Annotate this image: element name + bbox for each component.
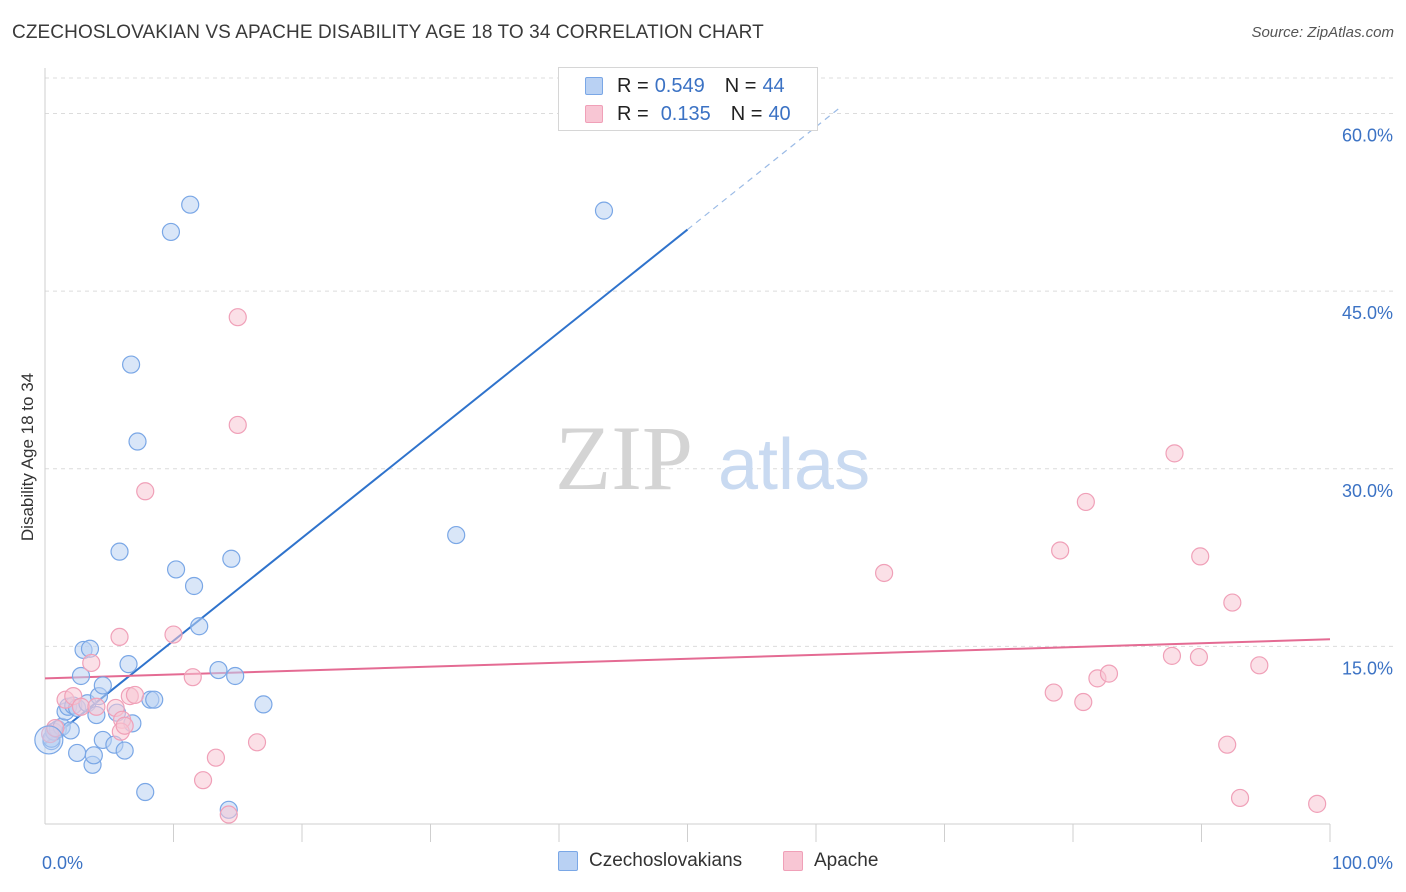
point-czechoslovakians [121,355,141,374]
point-czechoslovakians [226,666,245,686]
point-cluster-czechoslovakians [34,725,64,755]
point-apache [1189,647,1209,667]
point-czechoslovakians [93,676,112,695]
bottom-legend-label-czechoslovakians: Czechoslovakians [589,850,743,871]
point-apache [1044,683,1063,702]
point-czechoslovakians [71,666,91,686]
bottom-legend-swatch-czechoslovakians [558,851,578,871]
point-apache [164,625,183,644]
point-czechoslovakians [119,655,138,674]
point-czechoslovakians [166,560,186,579]
trend-line-apache [44,638,1331,680]
axis-layer [44,68,1331,842]
trend-layer [44,105,1331,745]
point-apache [183,668,202,687]
point-apache [136,482,155,501]
point-apache [125,685,145,705]
point-czechoslovakians [145,690,164,709]
point-apache [1191,547,1210,566]
point-czechoslovakians [222,549,241,568]
watermark: ZIP atlas [555,407,870,509]
point-apache [87,697,106,716]
legend-r-label: R = [617,102,649,125]
point-apache [875,563,894,583]
y-tick-label: 15.0% [1342,658,1393,678]
y-tick-label: 45.0% [1342,303,1393,323]
point-apache [1165,444,1184,463]
x-tick-label: 0.0% [42,853,83,873]
y-tick-label: 30.0% [1342,481,1393,501]
chart-source: Source: ZipAtlas.com [1251,24,1394,41]
point-apache [1076,492,1095,512]
point-apache [110,627,129,647]
point-apache [71,697,91,716]
point-apache [1223,593,1242,612]
point-apache [247,733,267,752]
point-czechoslovakians [136,782,155,802]
trend-line-czechoslovakians [44,228,689,745]
legend-n-label: N = [724,74,757,97]
bottom-legend-swatch-apache [783,851,803,871]
legend-r-value: 0.135 [660,102,711,125]
point-apache [206,748,226,767]
point-apache [1218,735,1237,754]
legend-n-label: N = [730,102,763,125]
point-czechoslovakians [110,542,129,561]
y-axis-label: Disability Age 18 to 34 [18,372,37,542]
x-tick-label: 100.0% [1332,853,1393,873]
point-czechoslovakians [190,617,209,636]
legend-n-value: 44 [762,74,785,97]
point-czechoslovakians [209,660,228,680]
point-apache [1308,794,1327,813]
bottom-legend-label-apache: Apache [814,850,879,871]
point-apache [193,771,213,790]
point-czechoslovakians [254,695,273,714]
point-apache [1250,656,1269,675]
legend-r-label: R = [617,74,649,97]
legend-swatch-apache [585,105,603,123]
chart-title: CZECHOSLOVAKIAN VS APACHE DISABILITY AGE… [12,22,764,43]
point-apache [228,308,247,327]
point-czechoslovakians [61,721,80,740]
point-czechoslovakians [115,741,134,760]
point-czechoslovakians [181,195,200,214]
legend-r-value: 0.549 [654,74,705,97]
bottom-legend-apache: Apache [783,850,878,872]
point-apache [219,805,238,824]
legend-swatch-czechoslovakians [585,77,603,95]
point-apache [1230,788,1250,808]
legend-n-value: 40 [768,102,791,125]
tick-label-layer: 15.0% 30.0% 45.0% 60.0% 0.0% 100.0% [42,126,1393,873]
point-czechoslovakians [447,525,466,545]
y-tick-label: 60.0% [1342,126,1393,146]
points-layer [34,195,1327,824]
point-apache [1162,646,1182,665]
point-apache [1074,692,1093,712]
watermark-atlas: atlas [718,425,870,505]
bottom-legend-czechoslovakians: Czechoslovakians [558,850,742,872]
correlation-legend: R = 0.549 N = 44 R = 0.135 N = 40 [558,67,818,131]
point-apache [115,716,134,735]
point-czechoslovakians [84,746,103,765]
legend-row-apache: R = 0.135 N = 40 [585,101,791,127]
point-czechoslovakians [161,222,181,242]
point-apache [82,653,101,673]
point-apache [1051,541,1070,560]
point-czechoslovakians [68,743,87,763]
watermark-zip: ZIP [555,407,693,509]
legend-row-czechoslovakians: R = 0.549 N = 44 [585,73,785,99]
point-apache [1099,664,1119,683]
point-czechoslovakians [594,201,614,220]
point-apache [228,415,247,435]
point-czechoslovakians [128,432,147,451]
point-czechoslovakians [184,576,204,596]
